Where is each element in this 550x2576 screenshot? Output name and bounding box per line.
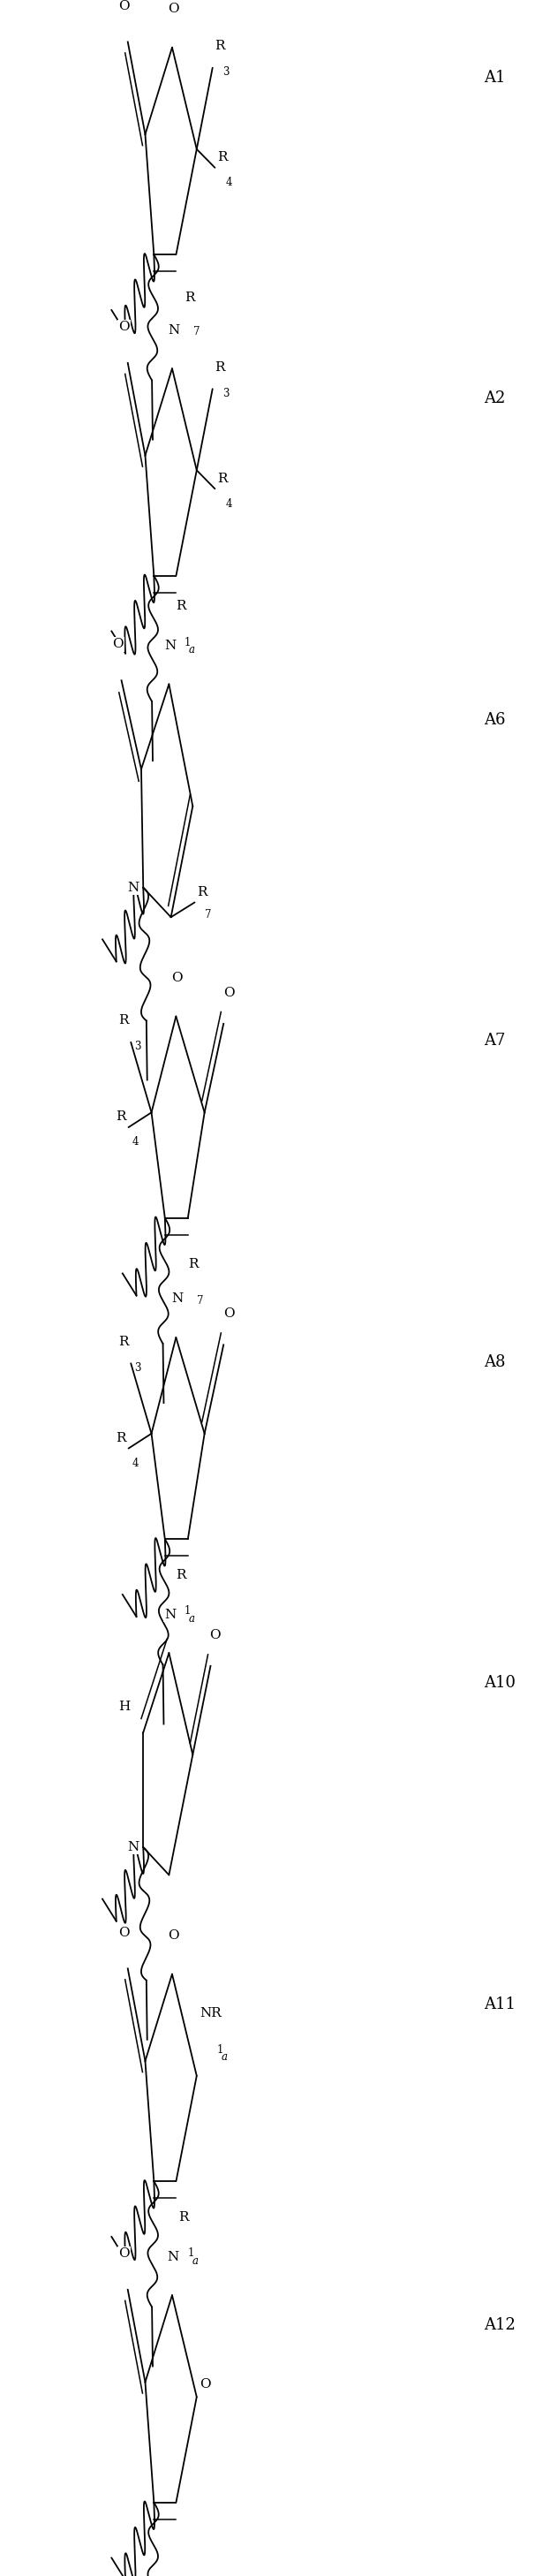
Text: R: R	[179, 2210, 189, 2223]
Text: N: N	[128, 1842, 139, 1852]
Text: 4: 4	[132, 1458, 139, 1468]
Text: R: R	[188, 1257, 198, 1270]
Text: N: N	[164, 639, 176, 652]
Text: R: R	[184, 291, 194, 304]
Text: O: O	[118, 0, 129, 13]
Text: 7: 7	[205, 909, 212, 920]
Text: R: R	[116, 1110, 127, 1123]
Text: N: N	[164, 1607, 176, 1620]
Text: 3: 3	[134, 1041, 141, 1054]
Text: 3: 3	[223, 67, 229, 77]
Text: A2: A2	[484, 392, 505, 407]
Text: O: O	[168, 1929, 179, 1942]
Text: A12: A12	[484, 2318, 516, 2334]
Text: a: a	[192, 2257, 198, 2267]
Text: A6: A6	[484, 711, 505, 729]
Text: R: R	[175, 600, 186, 613]
Text: a: a	[189, 1613, 195, 1625]
Text: R: R	[217, 471, 227, 484]
Text: 4: 4	[225, 497, 232, 510]
Text: R: R	[116, 1432, 127, 1445]
Text: R: R	[214, 41, 225, 52]
Text: N: N	[167, 2251, 179, 2262]
Text: A1: A1	[484, 70, 505, 85]
Text: 1: 1	[217, 2043, 223, 2056]
Text: 1: 1	[184, 636, 191, 649]
Text: O: O	[118, 2246, 129, 2259]
Text: A8: A8	[484, 1355, 505, 1370]
Text: O: O	[112, 639, 123, 652]
Text: O: O	[168, 3, 179, 15]
Text: O: O	[118, 1927, 129, 1940]
Text: R: R	[214, 361, 225, 374]
Text: 4: 4	[225, 178, 232, 188]
Text: 1: 1	[188, 2249, 194, 2259]
Text: R: R	[118, 1015, 129, 1028]
Text: 3: 3	[134, 1363, 141, 1373]
Text: A10: A10	[484, 1674, 516, 1692]
Text: a: a	[189, 644, 195, 657]
Text: R: R	[217, 152, 227, 162]
Text: R: R	[197, 886, 207, 899]
Text: R: R	[118, 1334, 129, 1347]
Text: R: R	[175, 1569, 186, 1582]
Text: O: O	[118, 322, 129, 332]
Text: A11: A11	[484, 1996, 516, 2012]
Text: 1: 1	[184, 1605, 191, 1618]
Text: N: N	[171, 1293, 183, 1306]
Text: O: O	[223, 987, 235, 999]
Text: 4: 4	[132, 1136, 139, 1149]
Text: O: O	[210, 1628, 221, 1641]
Text: a: a	[221, 2050, 227, 2063]
Text: 3: 3	[223, 386, 229, 399]
Text: 7: 7	[193, 327, 200, 337]
Text: O: O	[172, 971, 183, 984]
Text: N: N	[128, 881, 139, 894]
Text: O: O	[223, 1309, 235, 1319]
Text: 7: 7	[197, 1296, 204, 1306]
Text: O: O	[199, 2378, 211, 2391]
Text: N: N	[168, 325, 180, 337]
Text: NR: NR	[200, 2007, 222, 2020]
Text: H: H	[118, 1700, 130, 1713]
Text: A7: A7	[484, 1033, 505, 1048]
